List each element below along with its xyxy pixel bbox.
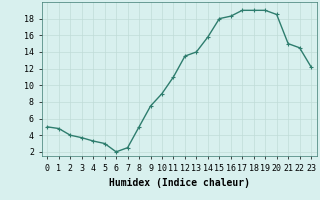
X-axis label: Humidex (Indice chaleur): Humidex (Indice chaleur) [109,178,250,188]
